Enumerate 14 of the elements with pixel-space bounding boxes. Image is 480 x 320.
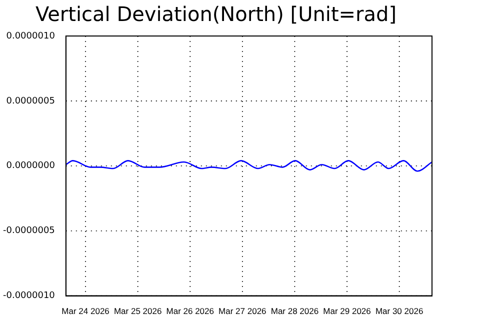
- x-tick-label: Mar 27 2026: [218, 306, 267, 316]
- x-tick-label: Mar 30 2026: [375, 306, 424, 316]
- x-tick-label: Mar 29 2026: [323, 306, 372, 316]
- y-tick-label: 0.0000010: [6, 31, 56, 42]
- x-tick-label: Mar 24 2026: [62, 306, 110, 316]
- x-tick-label: Mar 26 2026: [166, 306, 214, 316]
- x-tick-label: Mar 28 2026: [270, 306, 319, 316]
- y-tick-label: -0.0000005: [2, 226, 55, 236]
- line-series: [66, 160, 432, 172]
- y-tick-label: 0.0000005: [6, 96, 55, 106]
- chart-title: Vertical Deviation(North) [Unit=rad]: [35, 2, 397, 26]
- x-tick-label: Mar 25 2026: [114, 306, 162, 316]
- y-tick-label: -0.0000010: [2, 291, 56, 302]
- y-tick-label: 0.0000000: [6, 161, 56, 172]
